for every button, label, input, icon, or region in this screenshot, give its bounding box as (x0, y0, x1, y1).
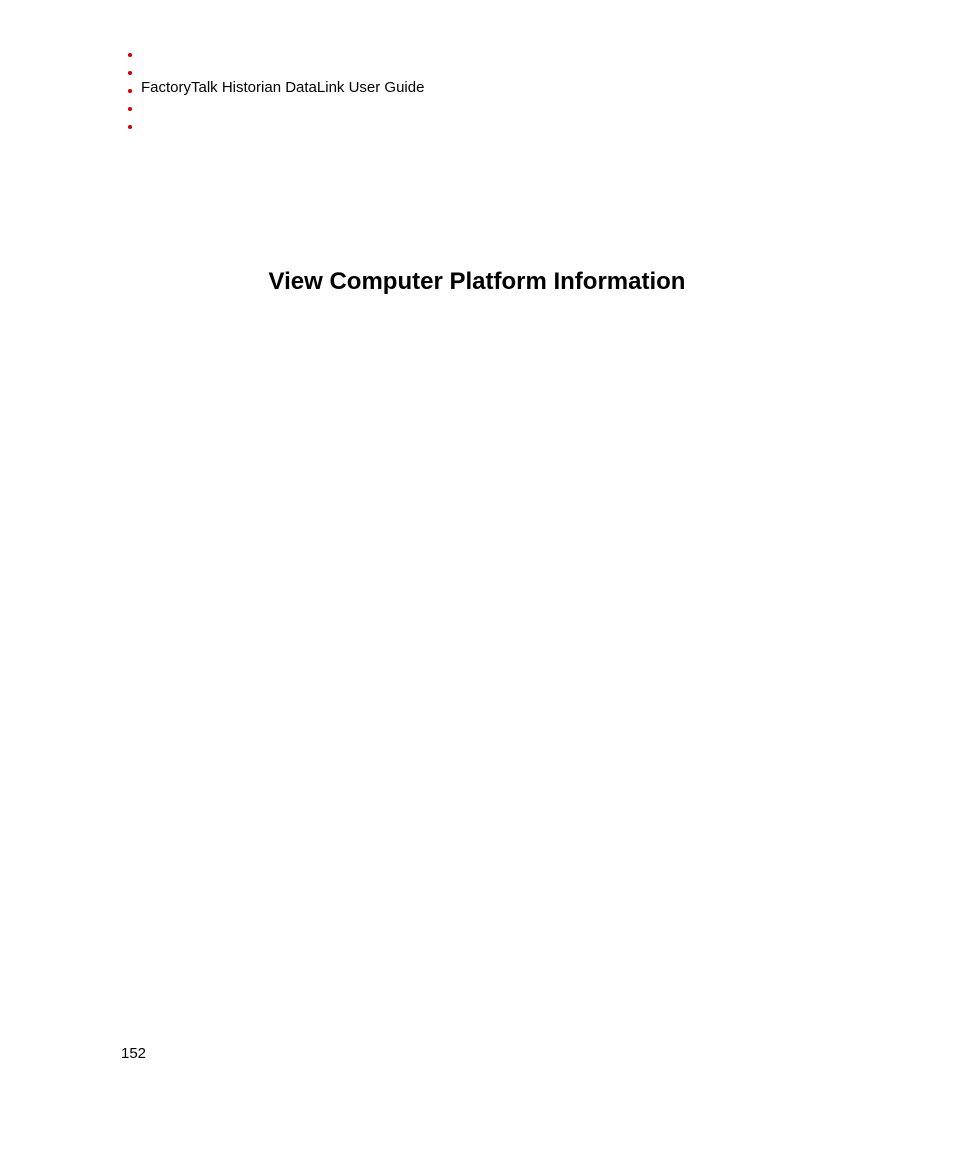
page-number: 152 (121, 1045, 146, 1062)
document-page: FactoryTalk Historian DataLink User Guid… (0, 0, 954, 1164)
header-text: FactoryTalk Historian DataLink User Guid… (141, 79, 424, 96)
bullet-icon (128, 71, 132, 75)
bullet-list (128, 53, 132, 129)
bullet-icon (128, 125, 132, 129)
bullet-icon (128, 53, 132, 57)
bullet-icon (128, 107, 132, 111)
bullet-icon (128, 89, 132, 93)
section-title: View Computer Platform Information (0, 268, 954, 296)
